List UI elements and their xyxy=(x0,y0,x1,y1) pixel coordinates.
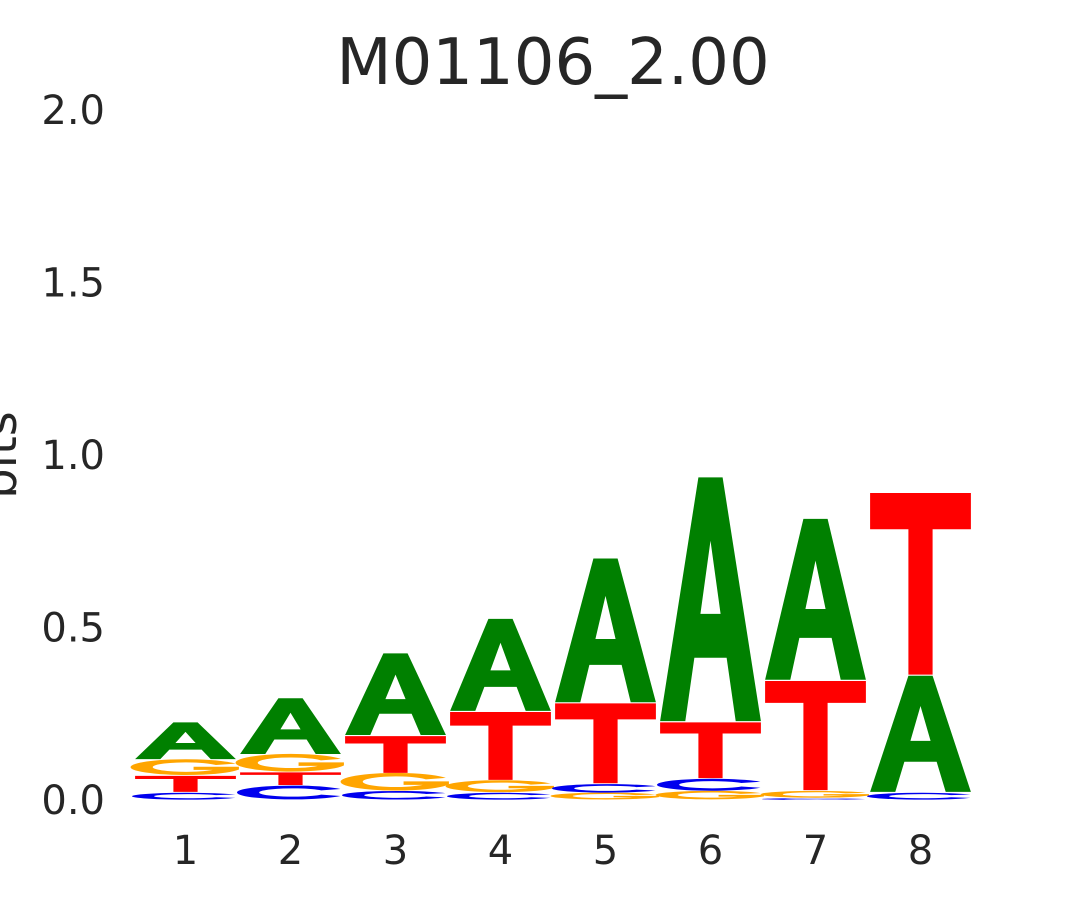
logo-letter-A-pos-7 xyxy=(765,518,866,680)
logo-letter-G-pos-2 xyxy=(235,753,344,772)
x-axis-ticks: 1 2 3 4 5 6 7 8 xyxy=(173,828,933,874)
logo-letter-G-pos-7 xyxy=(760,790,869,798)
y-tick-label: 0.5 xyxy=(41,606,105,652)
logo-letter-C-pos-8 xyxy=(867,792,971,800)
x-tick-label: 7 xyxy=(803,828,828,874)
logo-letter-G-pos-3 xyxy=(340,772,449,791)
logo-letter-T-pos-8 xyxy=(870,492,971,675)
logo-letter-C-pos-1 xyxy=(132,792,236,800)
logo-letter-T-pos-4 xyxy=(450,712,551,780)
logo-letter-T-pos-6 xyxy=(660,722,761,779)
logo-letter-G-pos-5 xyxy=(550,792,659,800)
logo-letter-A-pos-4 xyxy=(450,618,551,711)
logo-letter-C-pos-3 xyxy=(342,791,446,800)
logo-letter-T-pos-7 xyxy=(765,680,866,791)
chart-title: M01106_2.00 xyxy=(336,26,769,100)
logo-letter-G-pos-4 xyxy=(445,780,554,793)
logo-letter-A-pos-5 xyxy=(555,558,656,703)
logo-letter-A-pos-8 xyxy=(870,675,971,792)
logo-letter-A-pos-6 xyxy=(660,477,761,722)
x-tick-label: 1 xyxy=(173,828,198,874)
logo-letter-A-pos-2 xyxy=(240,698,341,754)
logo-letter-A-pos-3 xyxy=(345,653,446,735)
y-tick-label: 1.0 xyxy=(41,433,105,479)
logo-letter-C-pos-5 xyxy=(552,784,656,793)
logo-letter-T-pos-3 xyxy=(345,736,446,773)
logo-letter-A-pos-1 xyxy=(135,722,236,760)
x-tick-label: 4 xyxy=(488,828,513,874)
x-tick-label: 8 xyxy=(908,828,933,874)
logo-letter-G-pos-1 xyxy=(130,759,239,775)
x-tick-label: 2 xyxy=(278,828,303,874)
x-tick-label: 5 xyxy=(593,828,618,874)
logo-letter-T-pos-1 xyxy=(135,775,236,792)
y-tick-label: 2.0 xyxy=(41,88,105,134)
y-tick-label: 1.5 xyxy=(41,261,105,307)
x-tick-label: 3 xyxy=(383,828,408,874)
y-tick-label: 0.0 xyxy=(41,778,105,824)
logo-letter-T-pos-5 xyxy=(555,703,656,784)
y-axis-label: bits xyxy=(0,411,28,499)
y-axis-ticks: 0.0 0.5 1.0 1.5 2.0 xyxy=(41,88,105,824)
logo-letter-C-pos-2 xyxy=(237,785,341,800)
x-tick-label: 6 xyxy=(698,828,723,874)
logo-letter-C-pos-7 xyxy=(762,798,866,800)
logo-letter-G-pos-6 xyxy=(655,790,764,800)
logo-letter-C-pos-6 xyxy=(657,778,761,791)
logo-letter-C-pos-4 xyxy=(447,792,551,800)
logo-stacks xyxy=(130,477,971,800)
logo-letter-T-pos-2 xyxy=(240,772,341,785)
